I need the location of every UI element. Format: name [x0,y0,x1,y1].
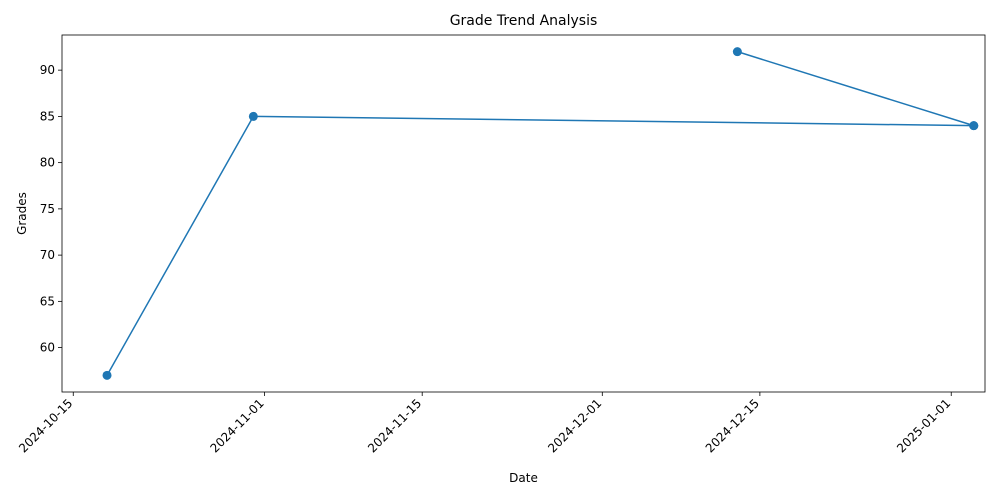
x-tick-label: 2024-11-15 [365,396,424,455]
plot-frame [61,34,986,393]
plot-area [61,34,986,393]
data-point [732,47,742,57]
series-line [106,50,974,376]
y-tick-label: 60 [40,341,55,355]
data-point [969,121,979,131]
data-point [248,111,258,121]
x-axis: 2024-10-15 2024-11-01 2024-11-15 2024-12-01… [16,392,953,455]
data-point [102,370,112,380]
y-tick-label: 90 [40,63,55,77]
y-tick-label: 75 [40,202,55,216]
chart-title: Grade Trend Analysis [450,13,598,29]
x-axis-label: Date [509,471,538,485]
y-tick-label: 65 [40,294,55,308]
y-axis-label: Grades [15,192,29,235]
x-tick-label: 2024-11-01 [208,396,267,455]
y-tick-label: 70 [40,248,55,262]
y-tick-label: 85 [40,109,55,123]
y-tick-label: 80 [40,156,55,170]
series-layer [102,47,979,380]
x-tick-label: 2024-10-15 [16,396,75,455]
x-tick-label: 2024-12-15 [703,396,762,455]
x-tick-label: 2025-01-01 [894,396,953,455]
x-tick-label: 2024-12-01 [545,396,604,455]
y-axis: 60 65 70 75 80 85 90 [40,63,62,355]
